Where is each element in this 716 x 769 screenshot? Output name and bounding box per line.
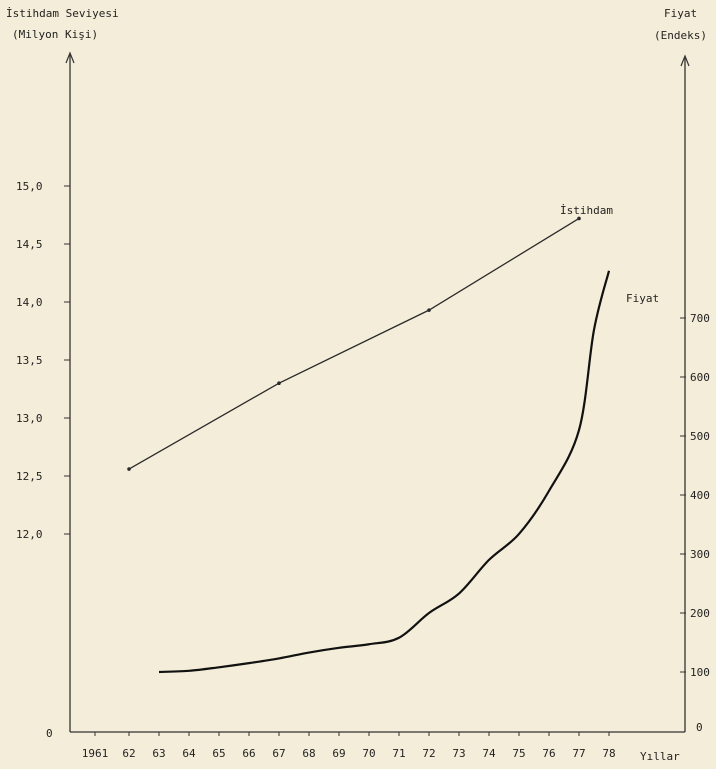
x-tick-label: 69 [332,747,345,760]
left-axis-arrow [65,51,75,64]
right-tick-label: 400 [690,489,710,502]
left-axis-zero-label: 0 [46,727,53,740]
left-tick-label: 15,0 [16,180,43,193]
right-tick-label: 500 [690,430,710,443]
right-axis-title-line1: Fiyat [664,7,697,20]
series-label-fiyat: Fiyat [626,292,659,305]
x-tick-label: 63 [152,747,165,760]
x-tick-label: 77 [572,747,585,760]
axes [65,51,690,733]
right-axis-zero-label: 0 [696,721,703,734]
x-tick-label: 64 [182,747,196,760]
fiyat-line [158,270,611,674]
x-tick-label: 78 [602,747,615,760]
left-tick-label: 13,5 [16,354,43,367]
istihdam-point [577,216,581,221]
x-tick-label: 76 [542,747,555,760]
x-tick-label: 62 [122,747,135,760]
x-tick-label: 65 [212,747,225,760]
istihdam-point [127,467,131,471]
right-tick-label: 700 [690,312,710,325]
x-tick-label: 66 [242,747,255,760]
left-tick-label: 12,5 [16,470,43,483]
right-tick-label: 300 [690,548,710,561]
x-tick-label: 1961 [82,747,109,760]
x-tick-label: 74 [482,747,496,760]
istihdam-point [427,308,431,312]
x-tick-label: 72 [422,747,435,760]
labels: İstihdam Seviyesi (Milyon Kişi) Fiyat (E… [6,7,707,763]
x-tick-label: 70 [362,747,375,760]
left-axis-title-line2: (Milyon Kişi) [12,28,98,41]
istihdam-point [277,381,281,386]
right-axis-title-line2: (Endeks) [654,29,707,42]
left-tick-label: 14,5 [16,238,43,251]
left-tick-label: 13,0 [16,412,43,425]
istihdam-line [128,217,580,470]
x-tick-label: 73 [452,747,465,760]
x-axis-label: Yıllar [640,750,680,763]
x-tick-label: 67 [272,747,285,760]
series-lines [127,216,611,674]
right-tick-label: 600 [690,371,710,384]
x-tick-label: 71 [392,747,405,760]
x-tick-label: 75 [512,747,525,760]
right-axis-arrow [680,54,690,67]
series-label-istihdam: İstihdam [560,204,613,217]
left-tick-label: 12,0 [16,528,43,541]
left-tick-label: 14,0 [16,296,43,309]
left-axis-title-line1: İstihdam Seviyesi [6,7,119,20]
right-tick-label: 200 [690,607,710,620]
x-tick-label: 68 [302,747,315,760]
ticks: 12,0 12,5 13,0 13,5 14,0 14,5 15,0 100 200 300 400… [16,180,710,760]
right-tick-label: 100 [690,666,710,679]
